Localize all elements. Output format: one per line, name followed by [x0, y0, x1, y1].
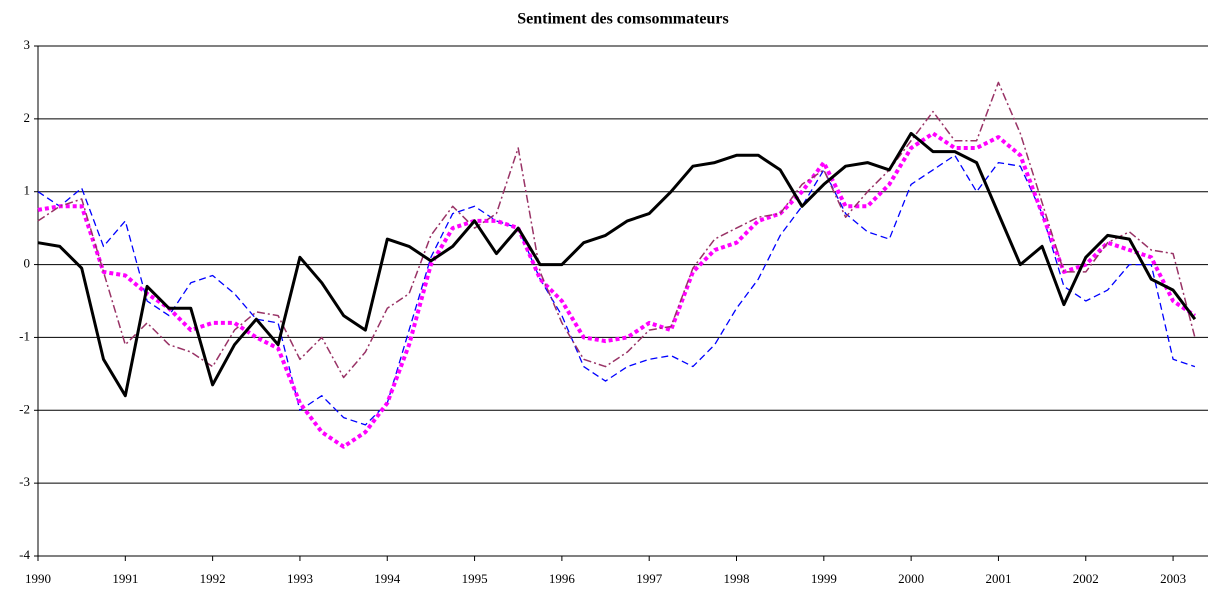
series-line: [37, 154, 1196, 426]
x-tick-label: 1991: [112, 571, 138, 586]
series-line: [37, 81, 1196, 379]
x-tick-label: 1992: [200, 571, 226, 586]
x-tick-label: 1997: [636, 571, 663, 586]
y-tick-label: 2: [24, 110, 31, 125]
y-tick-label: -2: [19, 401, 30, 416]
x-tick-label: 2001: [985, 571, 1011, 586]
y-tick-label: 0: [24, 256, 31, 271]
y-tick-label: -1: [19, 328, 30, 343]
x-tick-label: 1990: [25, 571, 51, 586]
series-line: [37, 131, 1197, 449]
y-tick-label: -4: [19, 547, 30, 562]
y-tick-label: 3: [24, 37, 31, 52]
y-tick-label: -3: [19, 474, 30, 489]
x-tick-label: 1995: [462, 571, 488, 586]
x-tick-label: 2002: [1073, 571, 1099, 586]
x-tick-label: 1996: [549, 571, 576, 586]
x-tick-label: 1998: [724, 571, 750, 586]
chart-title: Sentiment des comsommateurs: [517, 11, 729, 28]
x-tick-label: 2000: [898, 571, 924, 586]
x-tick-label: 2003: [1160, 571, 1186, 586]
x-tick-label: 1999: [811, 571, 837, 586]
series-line: [37, 131, 1197, 398]
y-tick-label: 1: [24, 183, 31, 198]
x-tick-label: 1993: [287, 571, 313, 586]
x-tick-label: 1994: [374, 571, 401, 586]
